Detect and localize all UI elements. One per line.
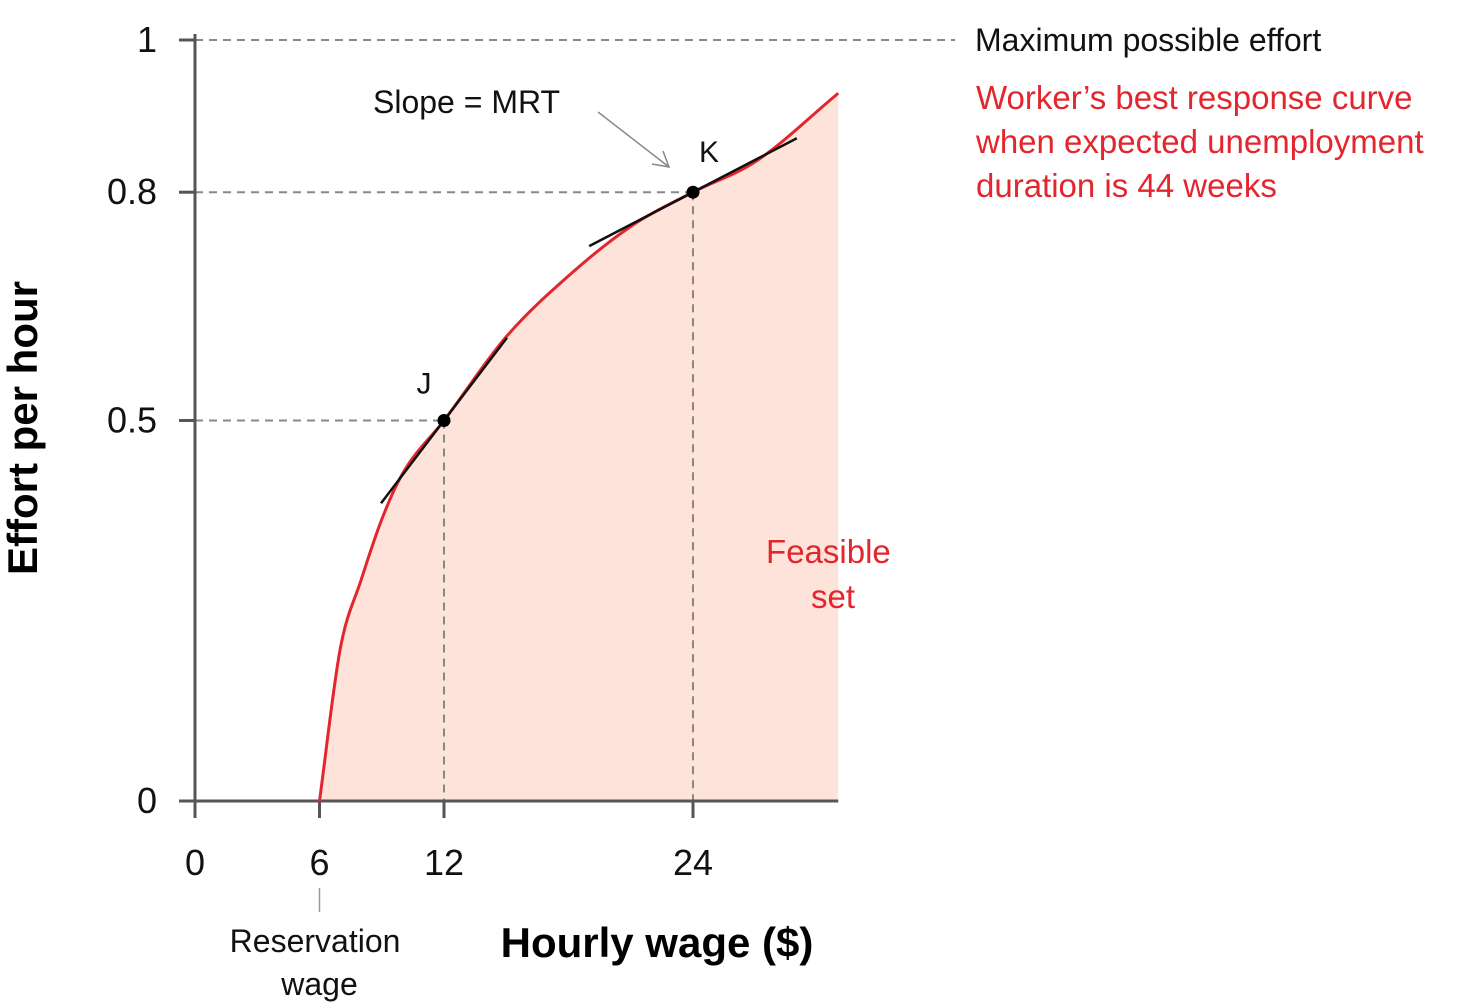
y-tick-label-0.8: 0.8 xyxy=(107,171,157,212)
y-tick-label-1: 1 xyxy=(137,19,157,60)
reservation-label-line-1: Reservation xyxy=(230,923,401,959)
feasible-label-line-2: set xyxy=(811,578,855,615)
data-points: JK xyxy=(417,136,719,427)
x-tick-label-6: 6 xyxy=(309,842,329,883)
point-label-J: J xyxy=(417,368,432,401)
y-tick-label-0.5: 0.5 xyxy=(107,400,157,441)
point-J xyxy=(437,414,451,427)
reservation-label-line-2: wage xyxy=(280,966,358,1002)
point-label-K: K xyxy=(699,136,719,169)
feasible-set-area xyxy=(319,93,839,801)
point-K xyxy=(686,185,700,199)
y-axis-title: Effort per hour xyxy=(0,281,46,575)
x-tick-label-12: 12 xyxy=(424,842,464,883)
slope-label: Slope = MRT xyxy=(373,84,560,120)
curve-label-line-3: duration is 44 weeks xyxy=(976,167,1277,204)
axis-ticks: 0 6 12 24 0 0.5 0.8 1 xyxy=(107,19,713,883)
slope-arrowhead xyxy=(651,150,671,168)
x-axis-title: Hourly wage ($) xyxy=(501,919,814,966)
guide-lines xyxy=(195,39,955,801)
slope-arrow xyxy=(597,111,670,168)
x-tick-label-0: 0 xyxy=(185,842,205,883)
x-tick-label-24: 24 xyxy=(673,842,713,883)
max-effort-label: Maximum possible effort xyxy=(975,22,1321,58)
reservation-wage-label: Reservation wage xyxy=(230,923,410,1002)
feasible-label-line-1: Feasible xyxy=(766,533,891,570)
feasible-set-label: Feasible set xyxy=(766,533,900,615)
curve-label-line-1: Worker’s best response curve xyxy=(976,79,1413,116)
curve-label: Worker’s best response curve when expect… xyxy=(975,79,1433,204)
y-tick-label-0: 0 xyxy=(137,780,157,821)
curve-label-line-2: when expected unemployment xyxy=(975,123,1424,160)
